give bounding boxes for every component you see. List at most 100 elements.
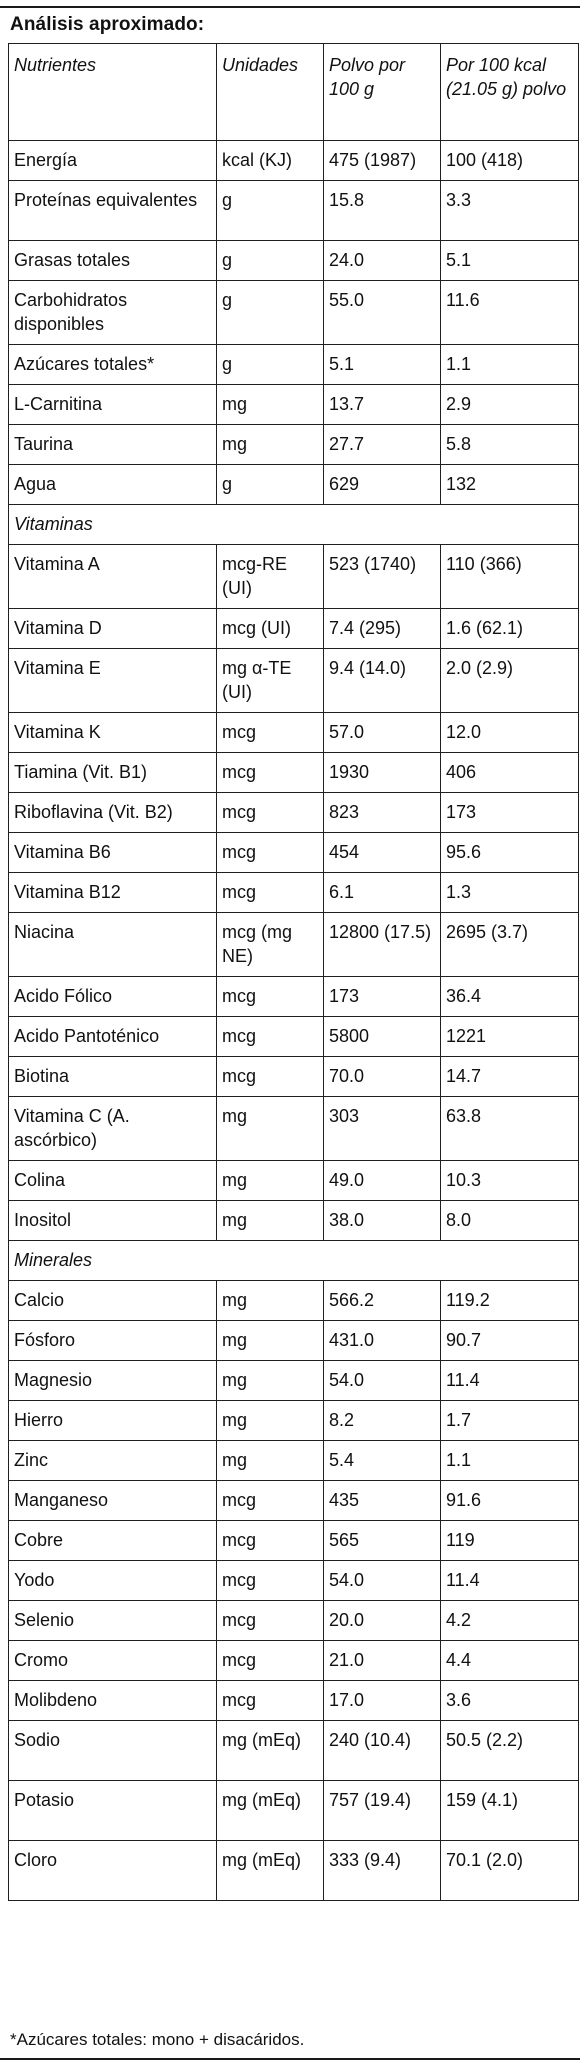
nutrient-cell: Cromo	[8, 1640, 217, 1681]
nutrient-cell: Proteínas equivalentes	[8, 180, 217, 241]
unit-cell: mcg	[216, 792, 324, 833]
unit-cell: mg	[216, 1096, 324, 1161]
unit-cell: mcg (mg NE)	[216, 912, 324, 977]
per-100kcal-cell: 36.4	[440, 976, 579, 1017]
unit-cell: mcg	[216, 1600, 324, 1641]
nutrient-cell: Grasas totales	[8, 240, 217, 281]
nutrient-cell: Potasio	[8, 1780, 217, 1841]
nutrient-cell: Energía	[8, 140, 217, 181]
nutrient-cell: Calcio	[8, 1280, 217, 1321]
unit-cell: kcal (KJ)	[216, 140, 324, 181]
per-100g-cell: 13.7	[323, 384, 441, 425]
nutrient-cell: Magnesio	[8, 1360, 217, 1401]
header-nutrient: Nutrientes	[8, 43, 217, 141]
unit-cell: mg	[216, 1200, 324, 1241]
unit-cell: mcg	[216, 1016, 324, 1057]
table-row: Magnesio mg 54.0 11.4	[8, 1360, 579, 1401]
nutrient-cell: Riboflavina (Vit. B2)	[8, 792, 217, 833]
unit-cell: g	[216, 344, 324, 385]
per-100g-cell: 303	[323, 1096, 441, 1161]
nutrition-table-wrapper: Nutrientes Unidades Polvo por 100 g Por …	[8, 43, 579, 1901]
per-100kcal-cell: 95.6	[440, 832, 579, 873]
unit-cell: mcg	[216, 832, 324, 873]
nutrient-cell: Acido Pantoténico	[8, 1016, 217, 1057]
per-100g-cell: 6.1	[323, 872, 441, 913]
unit-cell: mcg	[216, 752, 324, 793]
nutrient-cell: Yodo	[8, 1560, 217, 1601]
top-rule	[0, 6, 580, 8]
per-100kcal-cell: 5.1	[440, 240, 579, 281]
per-100g-cell: 17.0	[323, 1680, 441, 1721]
table-row: Acido Fólico mcg 173 36.4	[8, 976, 579, 1017]
per-100g-cell: 27.7	[323, 424, 441, 465]
per-100g-cell: 629	[323, 464, 441, 505]
per-100g-cell: 5800	[323, 1016, 441, 1057]
nutrient-cell: Acido Fólico	[8, 976, 217, 1017]
unit-cell: mg (mEq)	[216, 1840, 324, 1901]
table-row: Vitamina B12 mcg 6.1 1.3	[8, 872, 579, 913]
header-per-100kcal: Por 100 kcal (21.05 g) polvo	[440, 43, 579, 141]
footnote: *Azúcares totales: mono + disacáridos.	[10, 2030, 305, 2049]
unit-cell: mcg	[216, 1056, 324, 1097]
per-100g-cell: 454	[323, 832, 441, 873]
nutrient-cell: Vitamina K	[8, 712, 217, 753]
per-100kcal-cell: 11.4	[440, 1360, 579, 1401]
table-row: Yodo mcg 54.0 11.4	[8, 1560, 579, 1601]
per-100g-cell: 431.0	[323, 1320, 441, 1361]
unit-cell: mcg	[216, 1560, 324, 1601]
table-row: Sodio mg (mEq) 240 (10.4) 50.5 (2.2)	[8, 1720, 579, 1781]
per-100kcal-cell: 3.6	[440, 1680, 579, 1721]
nutrient-cell: Vitamina B6	[8, 832, 217, 873]
nutrient-cell: Selenio	[8, 1600, 217, 1641]
per-100kcal-cell: 2695 (3.7)	[440, 912, 579, 977]
per-100kcal-cell: 1.6 (62.1)	[440, 608, 579, 649]
unit-cell: mg	[216, 1320, 324, 1361]
page-title: Análisis aproximado:	[10, 14, 205, 35]
table-row: Manganeso mcg 435 91.6	[8, 1480, 579, 1521]
nutrient-cell: Biotina	[8, 1056, 217, 1097]
table-row: Biotina mcg 70.0 14.7	[8, 1056, 579, 1097]
per-100g-cell: 20.0	[323, 1600, 441, 1641]
per-100kcal-cell: 2.9	[440, 384, 579, 425]
nutrient-cell: Fósforo	[8, 1320, 217, 1361]
nutrient-cell: Taurina	[8, 424, 217, 465]
unit-cell: mg	[216, 1400, 324, 1441]
per-100kcal-cell: 14.7	[440, 1056, 579, 1097]
nutrient-cell: Agua	[8, 464, 217, 505]
per-100g-cell: 240 (10.4)	[323, 1720, 441, 1781]
per-100g-cell: 38.0	[323, 1200, 441, 1241]
unit-cell: mg	[216, 1360, 324, 1401]
table-row: Agua g 629 132	[8, 464, 579, 505]
nutrient-cell: Molibdeno	[8, 1680, 217, 1721]
table-row: Vitamina B6 mcg 454 95.6	[8, 832, 579, 873]
unit-cell: mcg	[216, 1640, 324, 1681]
header-per-100g: Polvo por 100 g	[323, 43, 441, 141]
nutrient-cell: Vitamina E	[8, 648, 217, 713]
unit-cell: mcg	[216, 1520, 324, 1561]
per-100g-cell: 55.0	[323, 280, 441, 345]
per-100g-cell: 5.4	[323, 1440, 441, 1481]
nutrient-cell: Vitamina D	[8, 608, 217, 649]
unit-cell: mg	[216, 424, 324, 465]
nutrient-cell: Cobre	[8, 1520, 217, 1561]
per-100kcal-cell: 63.8	[440, 1096, 579, 1161]
per-100kcal-cell: 1.1	[440, 1440, 579, 1481]
per-100kcal-cell: 10.3	[440, 1160, 579, 1201]
per-100kcal-cell: 70.1 (2.0)	[440, 1840, 579, 1901]
table-row: Tiamina (Vit. B1) mcg 1930 406	[8, 752, 579, 793]
per-100kcal-cell: 8.0	[440, 1200, 579, 1241]
per-100g-cell: 15.8	[323, 180, 441, 241]
nutrient-cell: Vitamina C (A. ascórbico)	[8, 1096, 217, 1161]
per-100g-cell: 435	[323, 1480, 441, 1521]
per-100kcal-cell: 90.7	[440, 1320, 579, 1361]
section-label: Vitaminas	[8, 504, 579, 545]
table-row: Zinc mg 5.4 1.1	[8, 1440, 579, 1481]
table-row: Colina mg 49.0 10.3	[8, 1160, 579, 1201]
per-100g-cell: 8.2	[323, 1400, 441, 1441]
per-100g-cell: 566.2	[323, 1280, 441, 1321]
table-row: Calcio mg 566.2 119.2	[8, 1280, 579, 1321]
